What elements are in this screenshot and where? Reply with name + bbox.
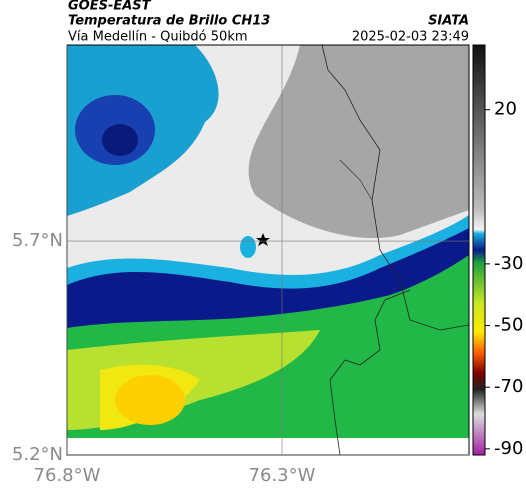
subtitle: Vía Medellín - Quibdó 50km <box>68 30 248 45</box>
colorbar <box>472 44 486 456</box>
location-marker <box>256 233 270 246</box>
colorbar-tick-label: -90 <box>494 438 523 459</box>
colorbar-tick-label: -70 <box>494 376 523 397</box>
satellite-image <box>67 45 469 455</box>
y-tick-label: 5.7°N <box>12 230 63 251</box>
y-tick-label: 5.2°N <box>12 444 63 465</box>
x-tick-label: 76.8°W <box>34 465 101 486</box>
colorbar-tick-label: -30 <box>494 253 523 274</box>
timestamp: 2025-02-03 23:49 <box>352 30 469 45</box>
x-tick-label: 76.3°W <box>249 465 316 486</box>
source: GOES-EAST <box>68 0 152 14</box>
title: Temperatura de Brillo CH13 <box>68 14 270 29</box>
colorbar-tick-label: 20 <box>494 99 517 120</box>
brand: SIATA <box>428 14 469 29</box>
colorbar-tick-label: -50 <box>494 315 523 336</box>
